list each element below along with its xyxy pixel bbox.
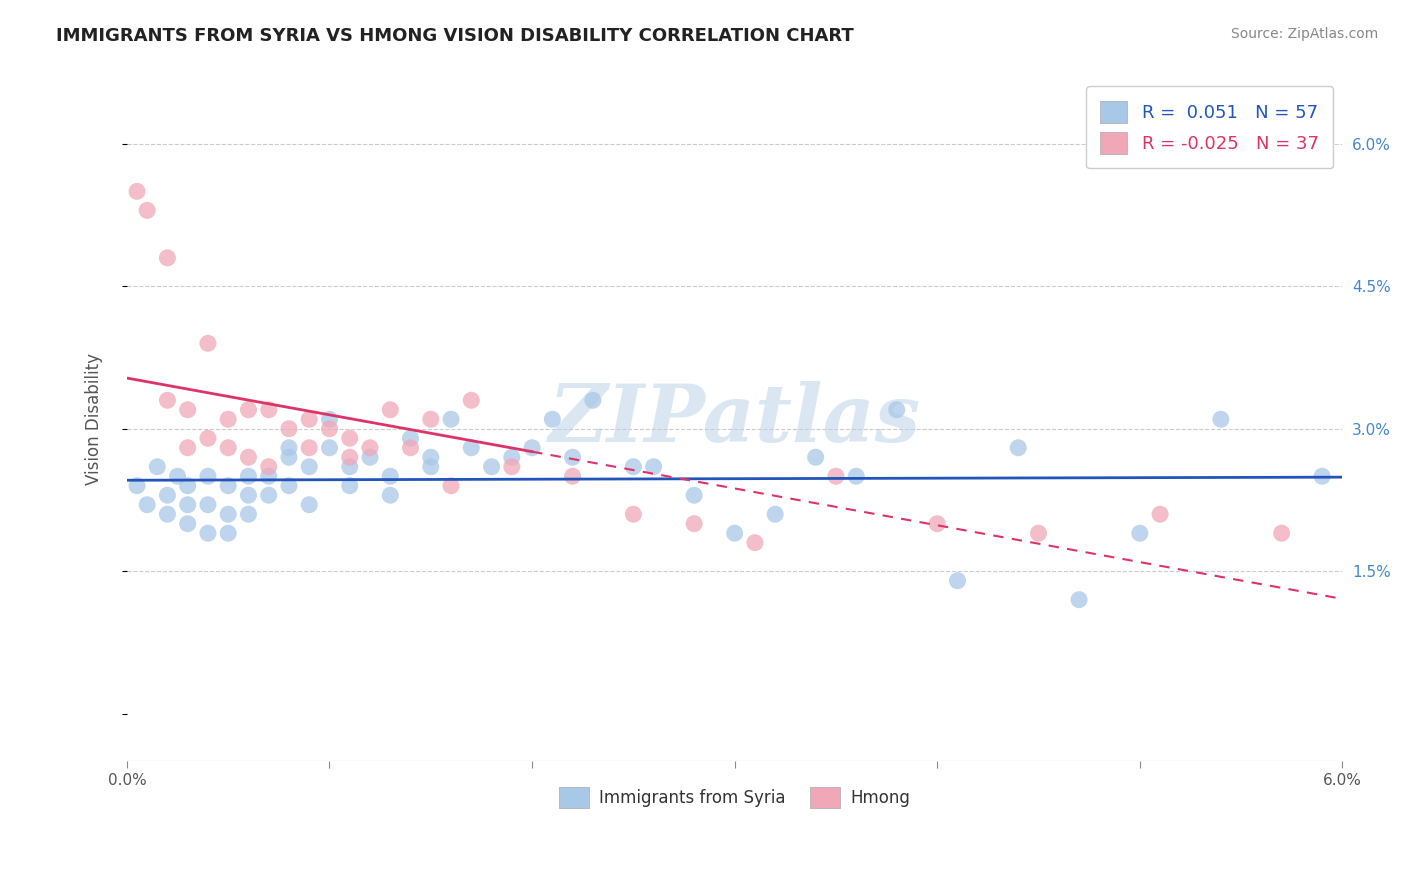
Point <box>217 507 239 521</box>
Point <box>298 459 321 474</box>
Text: Source: ZipAtlas.com: Source: ZipAtlas.com <box>1230 27 1378 41</box>
Point <box>176 479 198 493</box>
Point <box>440 479 463 493</box>
Point <box>763 507 786 521</box>
Point <box>501 450 523 465</box>
Point <box>1310 469 1333 483</box>
Point <box>197 431 219 445</box>
Legend: Immigrants from Syria, Hmong: Immigrants from Syria, Hmong <box>553 780 917 814</box>
Point <box>278 422 301 436</box>
Point <box>582 393 605 408</box>
Point <box>1067 592 1090 607</box>
Point <box>125 479 148 493</box>
Point <box>1007 441 1029 455</box>
Point <box>339 431 361 445</box>
Point <box>278 479 301 493</box>
Point <box>166 469 188 483</box>
Point <box>380 402 402 417</box>
Point <box>217 526 239 541</box>
Point <box>845 469 868 483</box>
Point <box>298 441 321 455</box>
Point <box>197 469 219 483</box>
Point <box>1271 526 1294 541</box>
Point <box>125 185 148 199</box>
Point <box>238 507 260 521</box>
Point <box>146 459 169 474</box>
Point <box>217 479 239 493</box>
Point <box>238 488 260 502</box>
Point <box>621 459 644 474</box>
Point <box>359 441 381 455</box>
Point <box>419 459 441 474</box>
Point <box>1028 526 1050 541</box>
Point <box>1129 526 1152 541</box>
Point <box>176 402 198 417</box>
Point <box>197 336 219 351</box>
Point <box>380 488 402 502</box>
Point <box>339 459 361 474</box>
Point <box>318 412 340 426</box>
Point <box>804 450 827 465</box>
Point <box>380 469 402 483</box>
Point <box>927 516 949 531</box>
Text: ZIPatlas: ZIPatlas <box>548 381 921 458</box>
Point <box>257 488 280 502</box>
Point <box>217 412 239 426</box>
Point <box>399 441 422 455</box>
Point <box>621 507 644 521</box>
Point <box>238 450 260 465</box>
Point <box>724 526 747 541</box>
Point <box>257 459 280 474</box>
Point <box>156 507 179 521</box>
Point <box>561 469 583 483</box>
Point <box>257 469 280 483</box>
Point <box>136 203 159 218</box>
Point <box>825 469 848 483</box>
Point <box>339 450 361 465</box>
Point <box>238 469 260 483</box>
Point <box>197 498 219 512</box>
Point <box>298 412 321 426</box>
Point <box>460 393 482 408</box>
Point <box>520 441 543 455</box>
Point <box>156 251 179 265</box>
Point <box>419 412 441 426</box>
Y-axis label: Vision Disability: Vision Disability <box>86 353 103 485</box>
Point <box>1149 507 1171 521</box>
Point <box>1209 412 1232 426</box>
Point <box>298 498 321 512</box>
Point <box>440 412 463 426</box>
Point <box>318 441 340 455</box>
Point <box>683 488 706 502</box>
Point <box>460 441 482 455</box>
Point <box>886 402 908 417</box>
Point <box>339 479 361 493</box>
Point <box>217 441 239 455</box>
Point <box>643 459 665 474</box>
Point <box>176 498 198 512</box>
Point <box>176 441 198 455</box>
Point <box>541 412 564 426</box>
Point <box>197 526 219 541</box>
Point <box>744 535 766 549</box>
Point <box>419 450 441 465</box>
Point <box>238 402 260 417</box>
Point <box>399 431 422 445</box>
Point <box>278 441 301 455</box>
Point <box>156 488 179 502</box>
Point <box>136 498 159 512</box>
Point <box>278 450 301 465</box>
Point <box>176 516 198 531</box>
Point <box>501 459 523 474</box>
Point <box>561 450 583 465</box>
Point <box>156 393 179 408</box>
Point <box>683 516 706 531</box>
Point <box>318 422 340 436</box>
Point <box>1372 602 1395 616</box>
Text: IMMIGRANTS FROM SYRIA VS HMONG VISION DISABILITY CORRELATION CHART: IMMIGRANTS FROM SYRIA VS HMONG VISION DI… <box>56 27 853 45</box>
Point <box>946 574 969 588</box>
Point <box>257 402 280 417</box>
Point <box>359 450 381 465</box>
Point <box>481 459 503 474</box>
